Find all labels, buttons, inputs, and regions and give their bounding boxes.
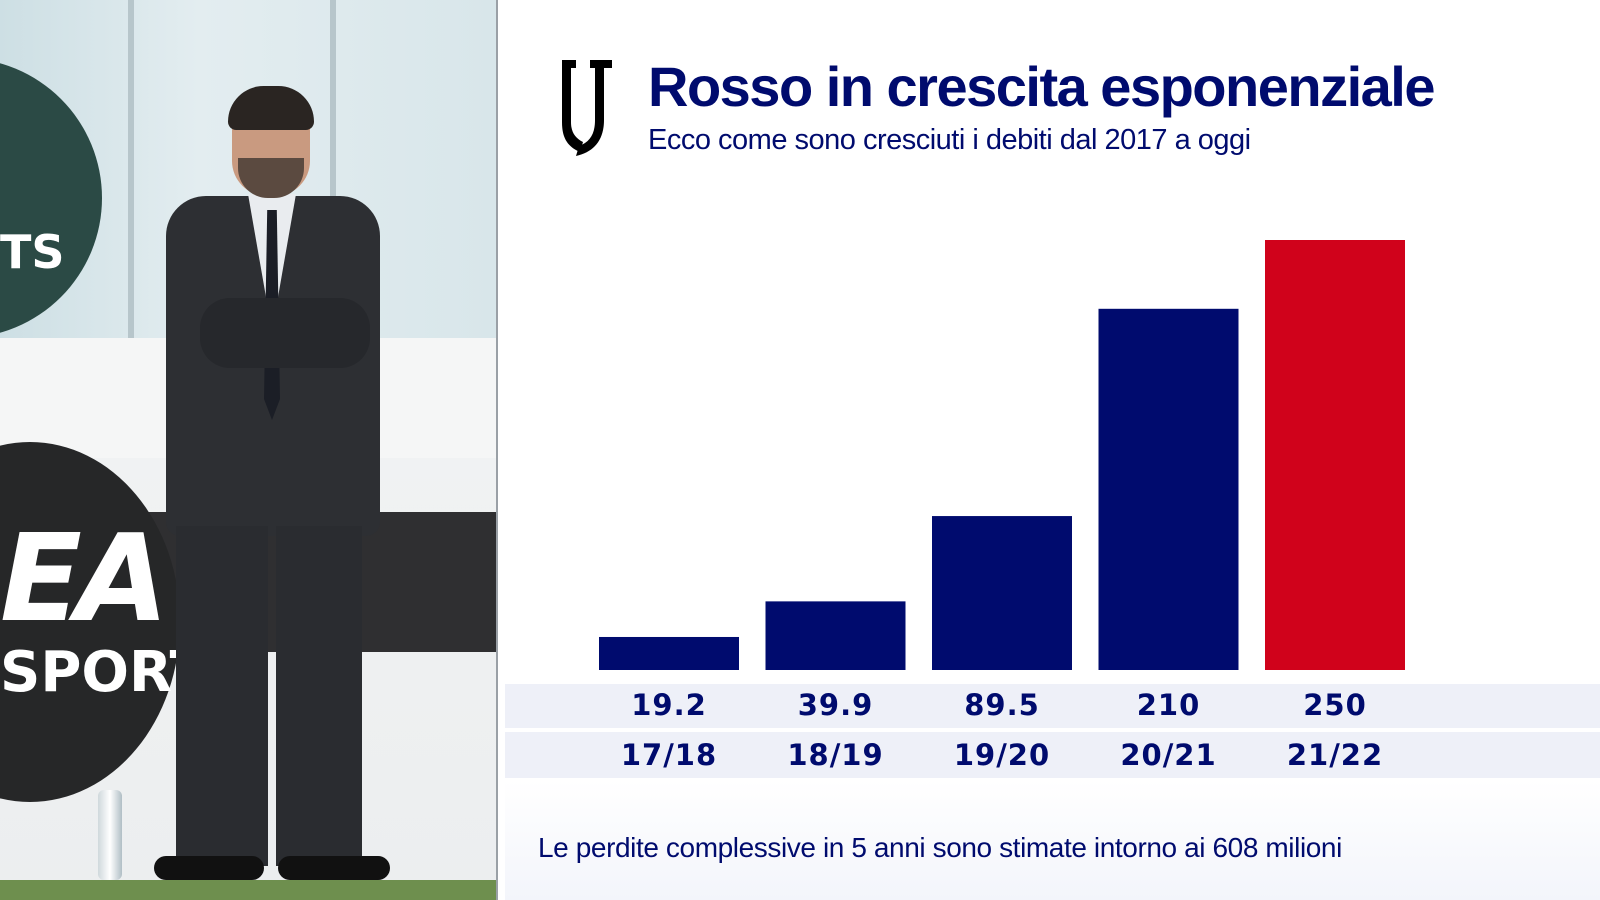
value-labels-band xyxy=(505,684,1600,728)
chart-subtitle: Ecco come sono cresciuti i debiti dal 20… xyxy=(648,124,1251,156)
bar-21-22 xyxy=(1265,240,1405,670)
category-label: 20/21 xyxy=(1120,738,1217,772)
chart-footnote: Le perdite complessive in 5 anni sono st… xyxy=(538,832,1342,863)
value-label: 210 xyxy=(1136,688,1201,722)
pitch-grass xyxy=(0,880,498,900)
category-labels-band xyxy=(505,732,1600,778)
sponsor-text-top: TS xyxy=(0,225,65,279)
beard xyxy=(238,158,304,198)
juventus-logo-icon xyxy=(562,60,612,156)
water-bottle xyxy=(98,790,122,880)
crossed-arms xyxy=(200,298,370,368)
trouser-left xyxy=(176,526,268,866)
hair xyxy=(228,86,314,130)
value-label: 39.9 xyxy=(797,688,874,722)
bar-17-18 xyxy=(599,636,739,670)
category-label: 18/19 xyxy=(787,738,884,772)
bar-20-21 xyxy=(1098,308,1239,670)
trouser-right xyxy=(276,526,362,866)
bar-18-19 xyxy=(765,601,906,670)
sponsor-text-bottom: SPORT xyxy=(0,640,208,705)
chart-title: Rosso in crescita esponenziale xyxy=(648,55,1435,118)
panel-divider xyxy=(496,0,498,900)
glass-post xyxy=(128,0,134,340)
category-label: 21/22 xyxy=(1286,738,1384,772)
bar-19-20 xyxy=(932,516,1072,670)
photo-panel: TS EA SPORT xyxy=(0,0,498,900)
person-figure xyxy=(150,86,400,896)
footnote-area xyxy=(505,780,1600,900)
value-label: 89.5 xyxy=(964,688,1040,722)
glass-post xyxy=(330,0,336,340)
category-label: 17/18 xyxy=(620,738,718,772)
value-label: 19.2 xyxy=(631,688,707,722)
shoe-right xyxy=(278,856,390,880)
sponsor-text-mid: EA xyxy=(0,510,169,649)
shoe-left xyxy=(154,856,264,880)
value-label: 250 xyxy=(1303,688,1367,722)
category-label: 19/20 xyxy=(953,738,1051,772)
bar-chart xyxy=(599,240,1405,670)
